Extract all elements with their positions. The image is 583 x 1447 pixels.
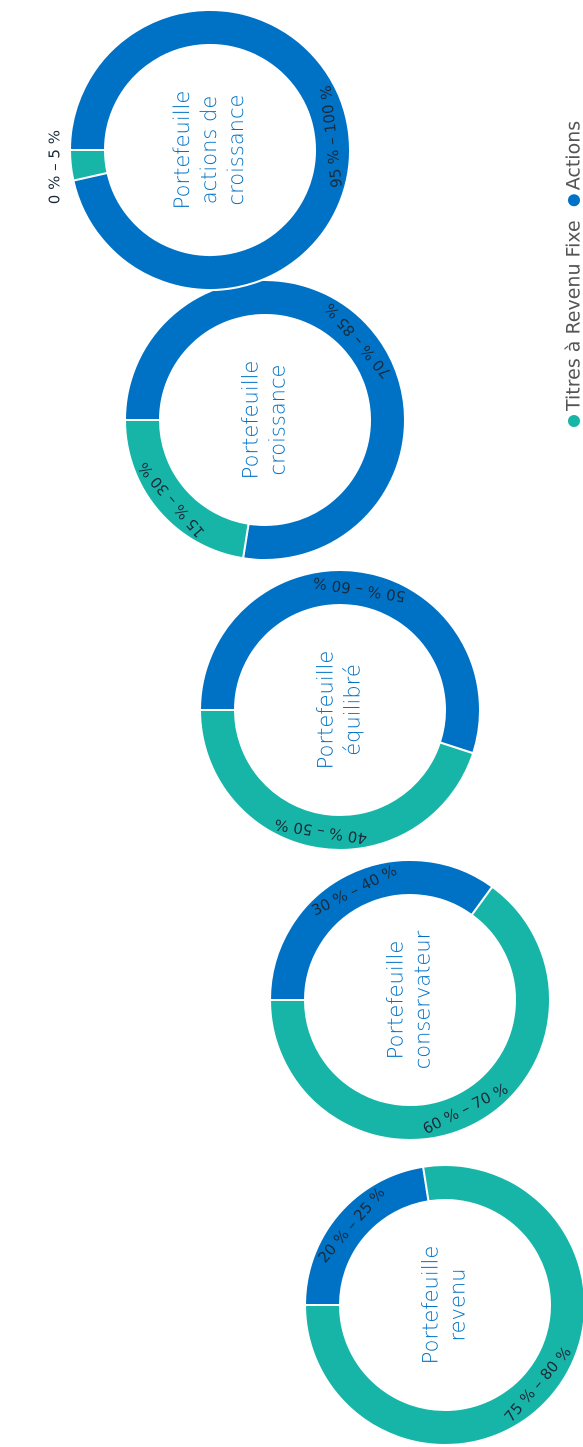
- donut-segment: [198, 709, 475, 851]
- donut-segment: [68, 9, 351, 291]
- donut-title: croissance: [266, 365, 290, 476]
- donut-segment: [268, 885, 551, 1141]
- donut-title: équilibré: [341, 664, 365, 756]
- donut-title: Portefeuille: [384, 941, 408, 1060]
- donut-segment: [303, 1165, 430, 1306]
- legend-label: Titres à Revenu Fixe: [563, 220, 583, 412]
- donut-segment: [198, 569, 481, 755]
- legend-dot: [568, 415, 580, 427]
- legend-dot: [568, 194, 580, 207]
- donut-title: Portefeuille: [419, 1246, 443, 1365]
- donut-segment: [303, 1164, 583, 1446]
- donut-title: croissance: [224, 95, 248, 206]
- donut-title: actions de: [197, 96, 221, 205]
- donut-segment: [68, 149, 109, 182]
- value-label: 0 % – 5 %: [45, 130, 63, 204]
- donut-title: Portefeuille: [239, 361, 263, 480]
- legend-label: Actions: [563, 121, 583, 190]
- donut-title: Portefeuille: [314, 651, 338, 770]
- donut-title: Portefeuille: [170, 91, 194, 210]
- donut-title: conservateur: [411, 930, 435, 1069]
- donut-title: revenu: [446, 1268, 470, 1341]
- donut-segment: [123, 419, 250, 560]
